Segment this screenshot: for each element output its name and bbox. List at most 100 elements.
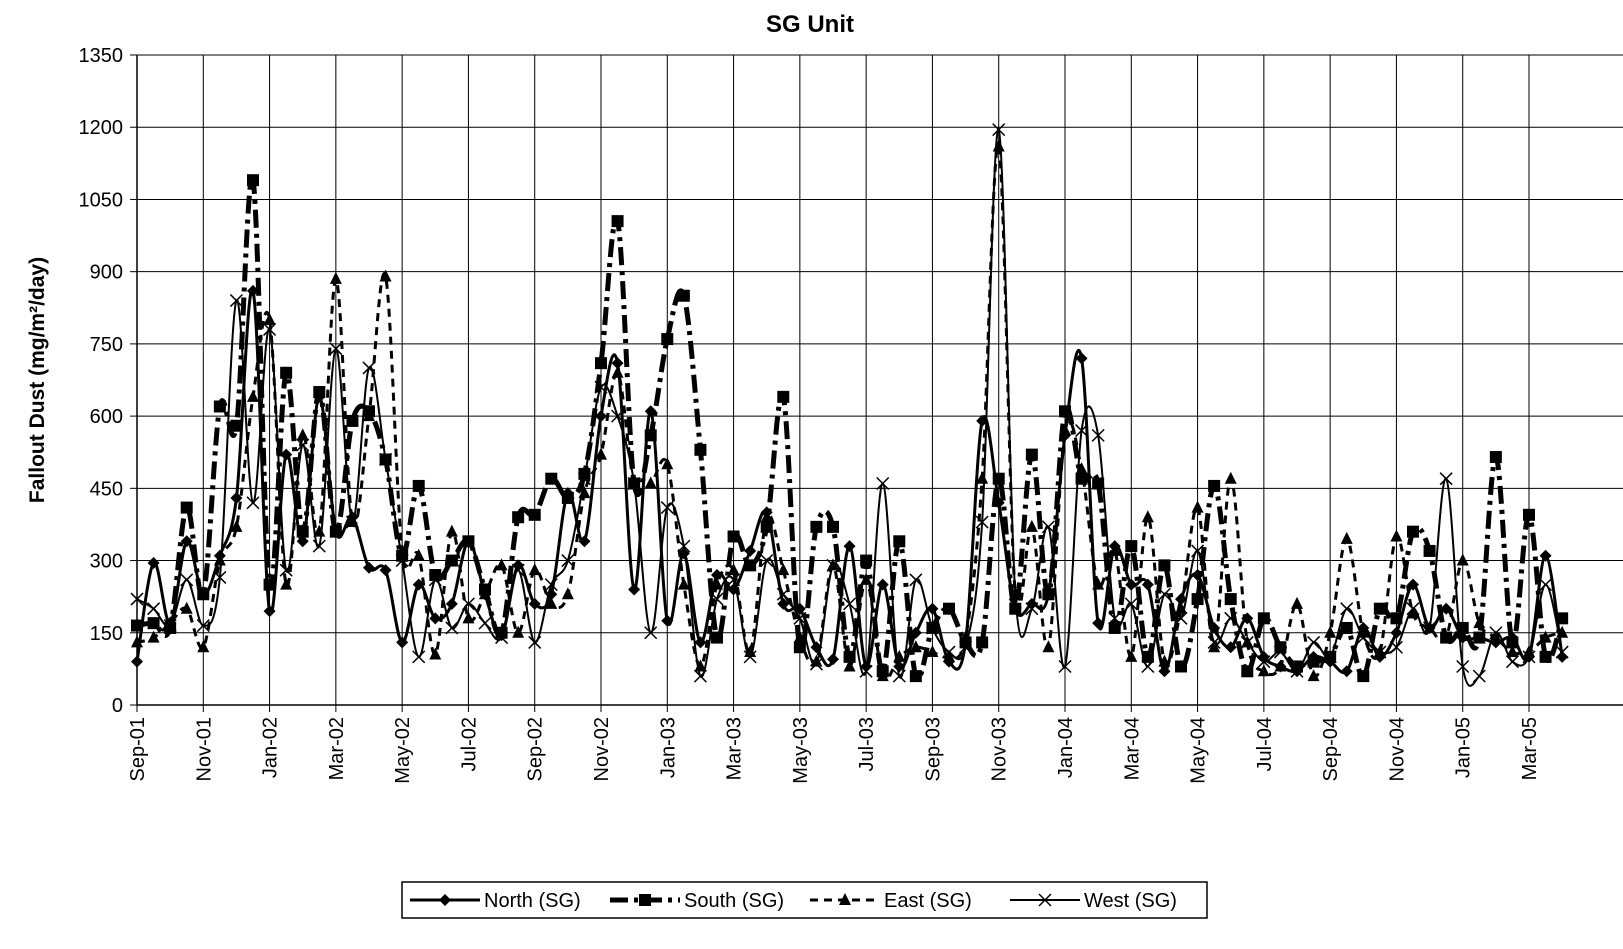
marker bbox=[213, 400, 226, 413]
marker bbox=[1473, 631, 1486, 644]
marker bbox=[461, 597, 475, 611]
marker bbox=[1092, 477, 1105, 490]
marker bbox=[462, 611, 475, 624]
series-line bbox=[136, 175, 1565, 682]
marker bbox=[196, 619, 210, 633]
marker bbox=[329, 271, 342, 284]
marker bbox=[1025, 448, 1038, 461]
marker bbox=[1307, 669, 1320, 682]
marker bbox=[1174, 611, 1188, 625]
marker bbox=[379, 564, 392, 577]
y-tick-label: 750 bbox=[90, 334, 123, 356]
marker bbox=[1340, 665, 1353, 678]
marker bbox=[793, 630, 806, 643]
marker bbox=[827, 520, 839, 533]
marker bbox=[1323, 650, 1337, 664]
marker bbox=[247, 174, 259, 187]
marker bbox=[1307, 635, 1321, 649]
marker bbox=[892, 669, 906, 683]
chart-title: SG Unit bbox=[766, 11, 854, 38]
marker bbox=[263, 322, 277, 336]
marker bbox=[777, 390, 790, 403]
marker bbox=[439, 894, 451, 906]
plot-area bbox=[130, 123, 1569, 687]
marker bbox=[1124, 597, 1138, 611]
marker bbox=[1340, 531, 1353, 544]
marker bbox=[263, 605, 276, 618]
marker bbox=[693, 669, 707, 683]
marker bbox=[677, 539, 691, 553]
marker bbox=[230, 491, 243, 504]
marker bbox=[1257, 655, 1271, 669]
x-tick-label: Jul-03 bbox=[856, 717, 878, 771]
marker bbox=[544, 578, 558, 592]
marker bbox=[1224, 641, 1237, 654]
marker bbox=[1191, 500, 1204, 513]
marker bbox=[926, 602, 939, 615]
marker bbox=[1141, 510, 1154, 523]
marker bbox=[1125, 540, 1138, 553]
x-tick-label: Nov-04 bbox=[1386, 717, 1408, 781]
marker bbox=[1175, 660, 1187, 673]
marker bbox=[263, 312, 276, 325]
x-tick-label: Jul-04 bbox=[1254, 717, 1276, 771]
marker bbox=[1523, 508, 1535, 521]
marker bbox=[429, 647, 442, 660]
marker bbox=[263, 578, 276, 591]
marker bbox=[860, 554, 873, 567]
marker bbox=[1489, 626, 1503, 640]
marker bbox=[1340, 602, 1354, 616]
marker bbox=[1273, 645, 1287, 659]
marker bbox=[1241, 665, 1254, 678]
marker bbox=[1539, 578, 1553, 592]
marker bbox=[1472, 669, 1486, 683]
marker bbox=[628, 583, 641, 596]
marker bbox=[147, 602, 161, 616]
marker bbox=[1025, 602, 1039, 616]
marker bbox=[1191, 593, 1204, 606]
marker bbox=[1208, 479, 1221, 492]
marker bbox=[677, 289, 690, 302]
marker bbox=[147, 617, 160, 630]
marker bbox=[1291, 596, 1303, 609]
marker bbox=[478, 616, 492, 630]
x-tick-label: Mar-05 bbox=[1519, 717, 1541, 780]
marker bbox=[893, 660, 906, 673]
marker bbox=[1125, 649, 1138, 662]
y-tick-label: 600 bbox=[90, 406, 123, 428]
marker bbox=[976, 471, 989, 484]
marker bbox=[379, 452, 393, 466]
marker bbox=[644, 626, 658, 640]
x-tick-label: Jan-04 bbox=[1055, 717, 1077, 778]
marker bbox=[644, 429, 657, 442]
marker bbox=[362, 361, 376, 375]
marker bbox=[992, 123, 1006, 137]
marker bbox=[1141, 659, 1155, 674]
marker bbox=[346, 414, 359, 427]
marker bbox=[661, 457, 674, 470]
marker bbox=[345, 515, 359, 529]
marker bbox=[213, 553, 226, 566]
marker bbox=[213, 570, 227, 584]
marker bbox=[561, 587, 574, 600]
x-tick-label: Jan-02 bbox=[260, 717, 282, 778]
marker bbox=[296, 438, 310, 452]
marker bbox=[1440, 630, 1453, 643]
marker bbox=[694, 443, 707, 456]
marker bbox=[1108, 611, 1122, 625]
marker bbox=[777, 597, 790, 610]
marker bbox=[839, 893, 851, 905]
marker bbox=[329, 525, 342, 538]
marker bbox=[528, 508, 541, 521]
marker bbox=[744, 544, 757, 557]
marker bbox=[1224, 471, 1237, 484]
marker bbox=[445, 554, 458, 567]
marker bbox=[329, 342, 343, 356]
marker bbox=[1075, 424, 1089, 438]
marker bbox=[1059, 405, 1071, 418]
series-line bbox=[136, 128, 1564, 687]
marker bbox=[975, 515, 989, 529]
marker bbox=[296, 428, 309, 441]
marker bbox=[876, 578, 889, 591]
marker bbox=[925, 621, 939, 635]
